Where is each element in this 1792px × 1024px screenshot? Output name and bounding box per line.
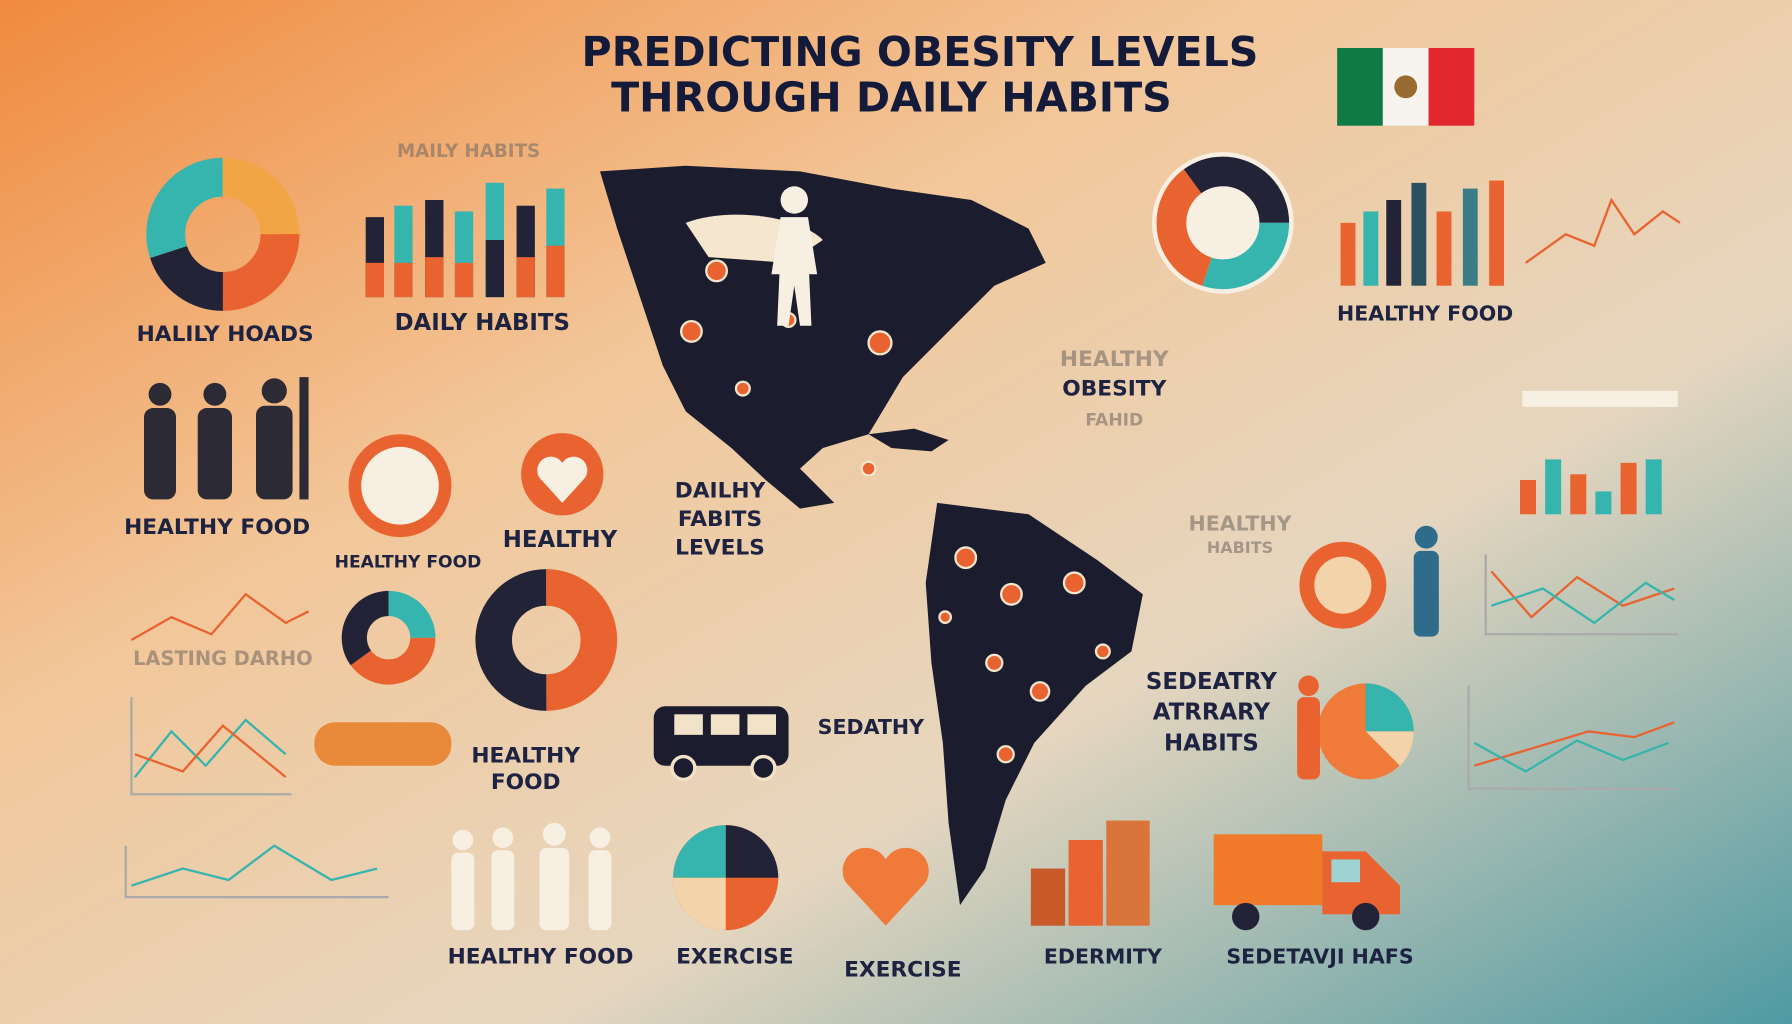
label: EXERCISE bbox=[844, 957, 962, 982]
label: HEALTHY FOOD bbox=[335, 552, 482, 572]
label: DAILY HABITS bbox=[395, 310, 570, 336]
label: SEDEATRY bbox=[1146, 669, 1277, 695]
label: MAILY HABITS bbox=[397, 141, 540, 162]
heart-icon bbox=[842, 847, 929, 926]
bar-chart bbox=[365, 182, 565, 298]
donut-chart bbox=[146, 157, 300, 311]
label: FABITS bbox=[678, 507, 762, 532]
line-chart bbox=[124, 592, 389, 899]
donut-chart-large bbox=[475, 569, 618, 711]
label: EXERCISE bbox=[676, 945, 794, 970]
label: DAILHY bbox=[675, 478, 766, 503]
label: HEALTHY bbox=[503, 527, 618, 553]
label: SEDATHY bbox=[818, 715, 925, 739]
label: FAHID bbox=[1085, 411, 1143, 431]
van-icon bbox=[653, 706, 789, 782]
title: PREDICTING OBESITY LEVELS bbox=[582, 28, 1259, 76]
panel bbox=[1522, 390, 1678, 407]
badge-icon bbox=[348, 433, 604, 538]
flag bbox=[1337, 48, 1475, 126]
label: HABITS bbox=[1207, 538, 1273, 557]
line-chart-right bbox=[1467, 197, 1681, 790]
label: SEDETAVJI HAFS bbox=[1226, 945, 1413, 969]
label: HEALTHY FOOD bbox=[124, 515, 310, 540]
label: HEALTHY FOOD bbox=[448, 945, 634, 970]
label: ATRRARY bbox=[1153, 700, 1271, 726]
label: LEVELS bbox=[675, 536, 765, 561]
people-icons bbox=[144, 377, 309, 500]
label: FOOD bbox=[491, 770, 561, 795]
labels: MAILY HABITS DAILY HABITS HALILY HOADS HEAL… bbox=[124, 141, 1513, 982]
map-nodes bbox=[680, 259, 1111, 764]
jar-icons bbox=[1030, 820, 1150, 926]
label: HEALTHY FOOD bbox=[1337, 301, 1513, 325]
label: OBESITY bbox=[1062, 377, 1166, 402]
pill-icon bbox=[314, 722, 452, 766]
label: LASTING DARHO bbox=[133, 647, 313, 670]
label: HEALTHY bbox=[471, 744, 580, 769]
truck-icon bbox=[1213, 834, 1400, 931]
label: HEALTHY bbox=[1060, 347, 1169, 372]
label: HALILY HOADS bbox=[137, 322, 314, 347]
label: HEALTHY bbox=[1188, 512, 1292, 536]
label: EDERMITY bbox=[1044, 945, 1163, 969]
title: THROUGH DAILY HABITS bbox=[611, 74, 1172, 122]
people-icons-light bbox=[451, 822, 612, 931]
bar-chart-right bbox=[1340, 180, 1662, 515]
person-icon bbox=[1297, 525, 1439, 780]
label: HABITS bbox=[1164, 731, 1259, 757]
pie-right bbox=[1317, 683, 1414, 780]
donut-chart-right bbox=[1152, 152, 1294, 294]
human-figure bbox=[771, 186, 818, 326]
donut-chart-small bbox=[341, 590, 436, 685]
pie-icon bbox=[673, 825, 779, 931]
